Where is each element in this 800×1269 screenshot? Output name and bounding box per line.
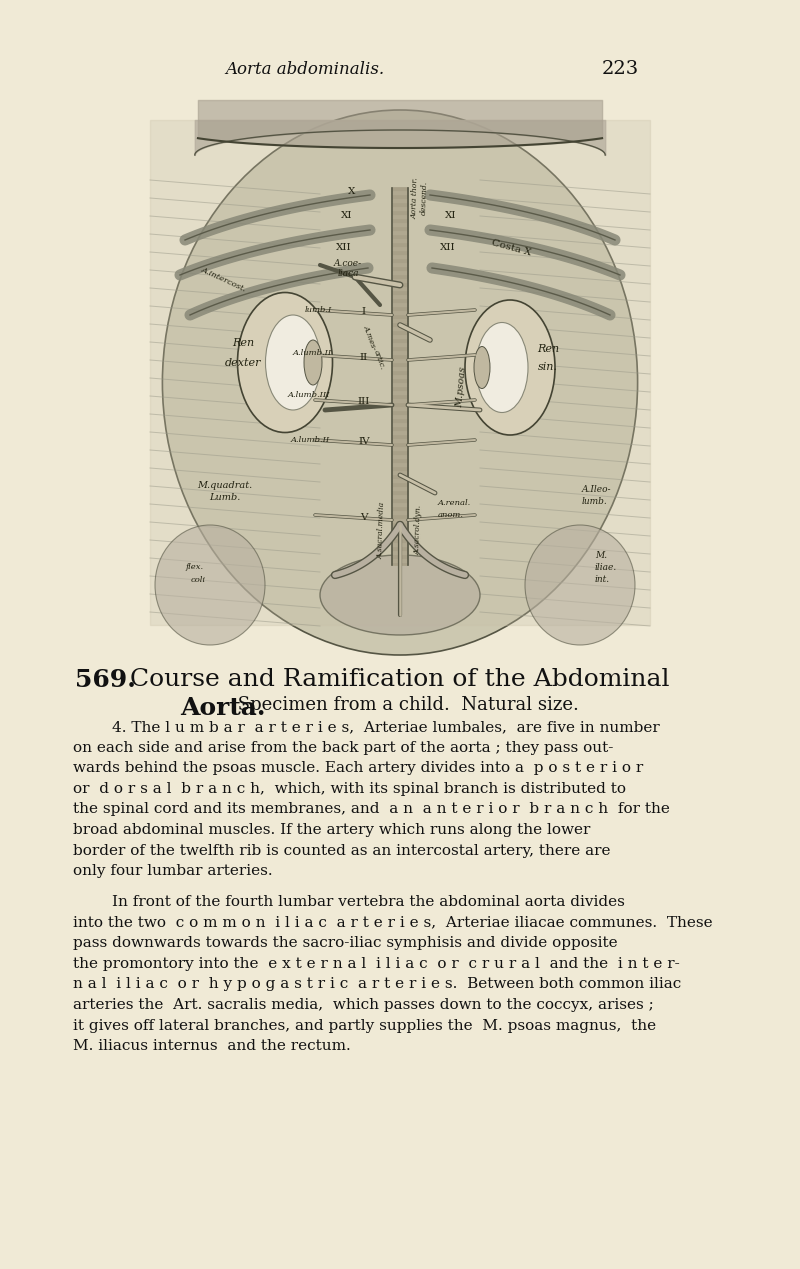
Text: anom.: anom.: [438, 511, 464, 519]
Text: descend.: descend.: [420, 180, 429, 216]
Ellipse shape: [474, 346, 490, 388]
Text: 223: 223: [602, 60, 638, 77]
Text: int.: int.: [595, 575, 610, 584]
Ellipse shape: [320, 555, 480, 634]
Text: liaca: liaca: [338, 269, 358, 278]
Text: sin.: sin.: [538, 363, 558, 373]
Text: Ren: Ren: [537, 344, 559, 354]
Text: lumb.: lumb.: [582, 496, 608, 505]
Text: V: V: [360, 513, 368, 522]
Text: M.quadrat.: M.quadrat.: [198, 481, 253, 490]
Text: Aorta abdominalis.: Aorta abdominalis.: [226, 61, 385, 77]
Text: dexter: dexter: [225, 358, 262, 368]
Ellipse shape: [155, 525, 265, 645]
Text: A.intercost.: A.intercost.: [200, 266, 248, 294]
Text: A.coe-: A.coe-: [334, 259, 362, 268]
Ellipse shape: [465, 299, 555, 435]
Text: IV: IV: [358, 438, 370, 447]
Text: I: I: [362, 307, 366, 316]
Text: A.sacrol.dyn.: A.sacrol.dyn.: [413, 505, 423, 555]
Text: Costa X: Costa X: [490, 239, 531, 258]
Text: M.: M.: [595, 551, 607, 560]
Text: flex.: flex.: [186, 563, 204, 571]
Text: Ren: Ren: [232, 338, 254, 348]
Text: Specimen from a child.  Natural size.: Specimen from a child. Natural size.: [232, 695, 579, 714]
Text: coli: coli: [190, 576, 206, 584]
Text: iliae.: iliae.: [595, 562, 618, 571]
Text: In front of the fourth lumbar vertebra the abdominal aorta divides
into the two : In front of the fourth lumbar vertebra t…: [73, 895, 713, 1053]
Text: A.lumb.II: A.lumb.II: [291, 437, 330, 444]
Text: XII: XII: [440, 244, 456, 253]
Text: A.lumb.III: A.lumb.III: [288, 391, 330, 398]
Text: III: III: [358, 397, 370, 406]
Ellipse shape: [238, 292, 333, 433]
Text: A.mes-: A.mes-: [362, 325, 378, 352]
Text: XI: XI: [445, 211, 457, 220]
Text: XI: XI: [341, 211, 352, 220]
Text: M.psoas: M.psoas: [455, 367, 467, 409]
Ellipse shape: [304, 340, 322, 385]
Text: A.Ileo-: A.Ileo-: [582, 486, 611, 495]
Ellipse shape: [525, 525, 635, 645]
Text: Lumb.: Lumb.: [210, 492, 241, 501]
Text: Course and Ramification of the Abdominal: Course and Ramification of the Abdominal: [122, 667, 670, 692]
Text: A.sacral.media: A.sacral.media: [377, 501, 387, 558]
Text: X: X: [348, 187, 355, 195]
Ellipse shape: [162, 110, 638, 655]
Text: artic.: artic.: [371, 349, 386, 371]
Ellipse shape: [476, 322, 528, 412]
Text: 569.: 569.: [75, 667, 136, 692]
Text: Aorta.: Aorta.: [180, 695, 266, 720]
Ellipse shape: [266, 315, 321, 410]
Text: II: II: [360, 353, 368, 362]
Text: lumb.I: lumb.I: [305, 306, 332, 313]
Text: 4. The l u m b a r  a r t e r i e s,  Arteriae lumbales,  are five in number
on : 4. The l u m b a r a r t e r i e s, Arte…: [73, 720, 670, 878]
Text: A.renal.: A.renal.: [438, 499, 471, 508]
Text: Aorta thor.: Aorta thor.: [411, 178, 421, 218]
Text: XII: XII: [336, 244, 352, 253]
Text: A.lumb.II: A.lumb.II: [293, 349, 332, 357]
